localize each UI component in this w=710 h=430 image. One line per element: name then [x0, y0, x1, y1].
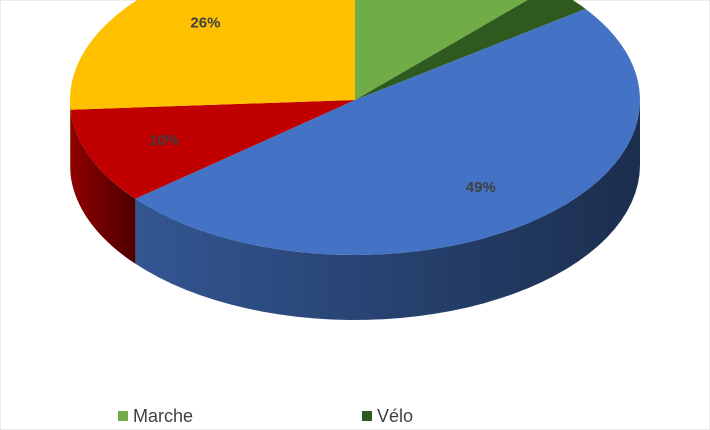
data-label: 10% [149, 132, 179, 149]
slice [355, 0, 586, 100]
slice [70, 100, 356, 199]
legend-swatch [118, 411, 128, 421]
slice [70, 0, 355, 110]
slice-side [70, 100, 71, 175]
data-label: 12% [416, 0, 446, 4]
legend-label: Marche [133, 406, 193, 426]
slice [135, 8, 640, 255]
data-label: 49% [466, 179, 496, 196]
data-label: 26% [190, 15, 220, 32]
legend-swatch [362, 411, 372, 421]
slice-side [70, 109, 136, 264]
slice-side [135, 100, 640, 320]
slice [355, 0, 528, 100]
legend-label: Vélo [377, 406, 413, 426]
